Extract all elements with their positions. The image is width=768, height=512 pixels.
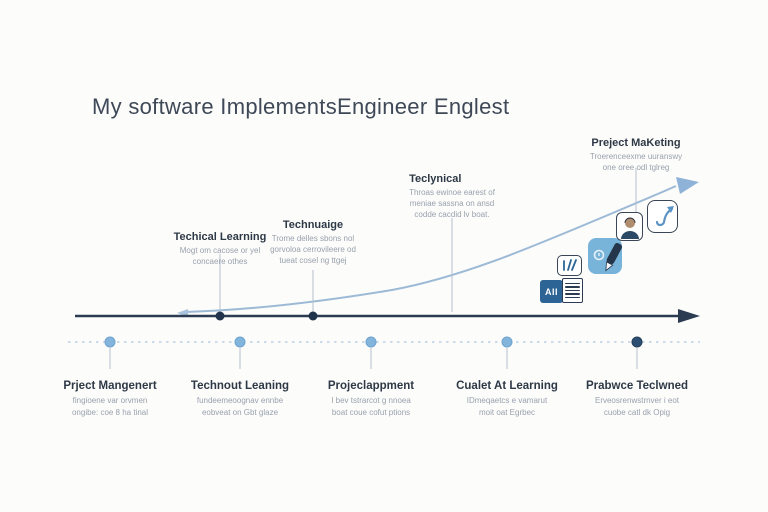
curve-arrowhead-icon (676, 177, 699, 194)
milestone-desc-line: fundeemeoognav ennbe (196, 396, 284, 405)
milestone-title: Projeclappment (327, 380, 415, 392)
annotation-technuaige: Technuaige Trome delles sbons nol gorvol… (270, 219, 356, 267)
annotation-desc-line: gorvoloa cerrovileere od (270, 245, 356, 255)
annotation-desc-line: Trome delles sbons nol (271, 234, 355, 243)
chart-icon (557, 255, 582, 276)
growth-curve (185, 185, 677, 313)
milestone-desc-line: cuobe catl dk Opig (603, 407, 671, 417)
milestone-desc-line: IDmeqaetcs e vamarut (466, 396, 548, 405)
annotation-project-marketing: Preject MaKeting Troerenceexme uuranswy … (590, 137, 682, 173)
milestone-desc-line: eobveat on Gbt glaze (201, 407, 279, 417)
annotation-title: Teclynical (409, 173, 462, 185)
milestone-title: Technout Leaning (190, 380, 290, 392)
milestone-title: Prabwce Teclwned (585, 380, 689, 392)
milestone-title: Cualet At Learning (456, 380, 558, 392)
milestone-desc-line: Erveosrenwstrnver i eot (594, 396, 680, 405)
annotation-desc-line: codde cacdid lv boat. (414, 210, 490, 220)
annotation-desc-line: Throas ewinoe earest of (409, 188, 495, 197)
annotation-title: Preject MaKeting (591, 137, 681, 149)
milestone-stems (109, 348, 638, 369)
milestone-technout-learning: Technout Leaning fundeemeoognav ennbe eo… (191, 380, 289, 418)
milestone-project-management: Prject Mangenert fingioene var orvmen on… (63, 380, 156, 418)
milestone-desc-line: boat coue cofut ptions (331, 407, 411, 417)
ai-icon: AII (540, 280, 563, 303)
person-icon-glyph (620, 217, 639, 239)
annotation-desc-line: Troerenceexme uuranswy (589, 152, 683, 161)
cursor-click-glyph (593, 243, 622, 272)
annotation-desc-line: meniae sassna on ansd (409, 199, 495, 209)
axis-point (215, 311, 225, 321)
person-icon (616, 212, 643, 241)
annotation-title: Technuaige (282, 219, 344, 231)
annotation-connectors (219, 168, 637, 312)
milestone-desc-line: I bev tstrarcot g nnoea (331, 396, 411, 405)
milestone-desc-line: ongibe: coe 8 ha tinal (71, 407, 149, 417)
axis-arrowhead-icon (678, 309, 700, 323)
milestone-dots (104, 336, 643, 348)
milestone-title: Prject Mangenert (63, 380, 157, 392)
milestone-desc-line: fingioene var orvmen (72, 396, 148, 405)
annotation-desc-line: concaere othes (192, 257, 248, 267)
milestone-ai-learning: Cualet At Learning IDmeqaetcs e vamarut … (456, 380, 558, 418)
annotation-desc-line: one oree odl tglreg (602, 163, 670, 173)
annotation-desc-line: Mogt om cacose or yel (179, 246, 261, 255)
annotation-technical-learning: Techical Learning Mogt om cacose or yel … (174, 231, 267, 267)
ai-icon-label: AII (544, 286, 558, 297)
milestone-project-development: Projeclappment I bev tstrarcot g nnoea b… (328, 380, 414, 418)
milestone-desc-line: moit oat Egrbec (478, 407, 536, 417)
annotation-teclynical: Teclynical Throas ewinoe earest of menia… (409, 173, 495, 221)
annotation-desc-line: tueat cosel ng ttgej (279, 256, 347, 266)
milestone-product-techwned: Prabwce Teclwned Erveosrenwstrnver i eot… (586, 380, 688, 418)
annotation-title: Techical Learning (173, 231, 267, 243)
growth-arrow-icon (647, 200, 678, 233)
growth-arrow-glyph (655, 206, 674, 227)
axis-point (308, 311, 318, 321)
page-title: My software ImplementsEngineer Englest (92, 94, 510, 119)
document-icon (562, 278, 583, 303)
cursor-click-icon (588, 238, 622, 274)
chart-icon-glyph (562, 259, 577, 271)
